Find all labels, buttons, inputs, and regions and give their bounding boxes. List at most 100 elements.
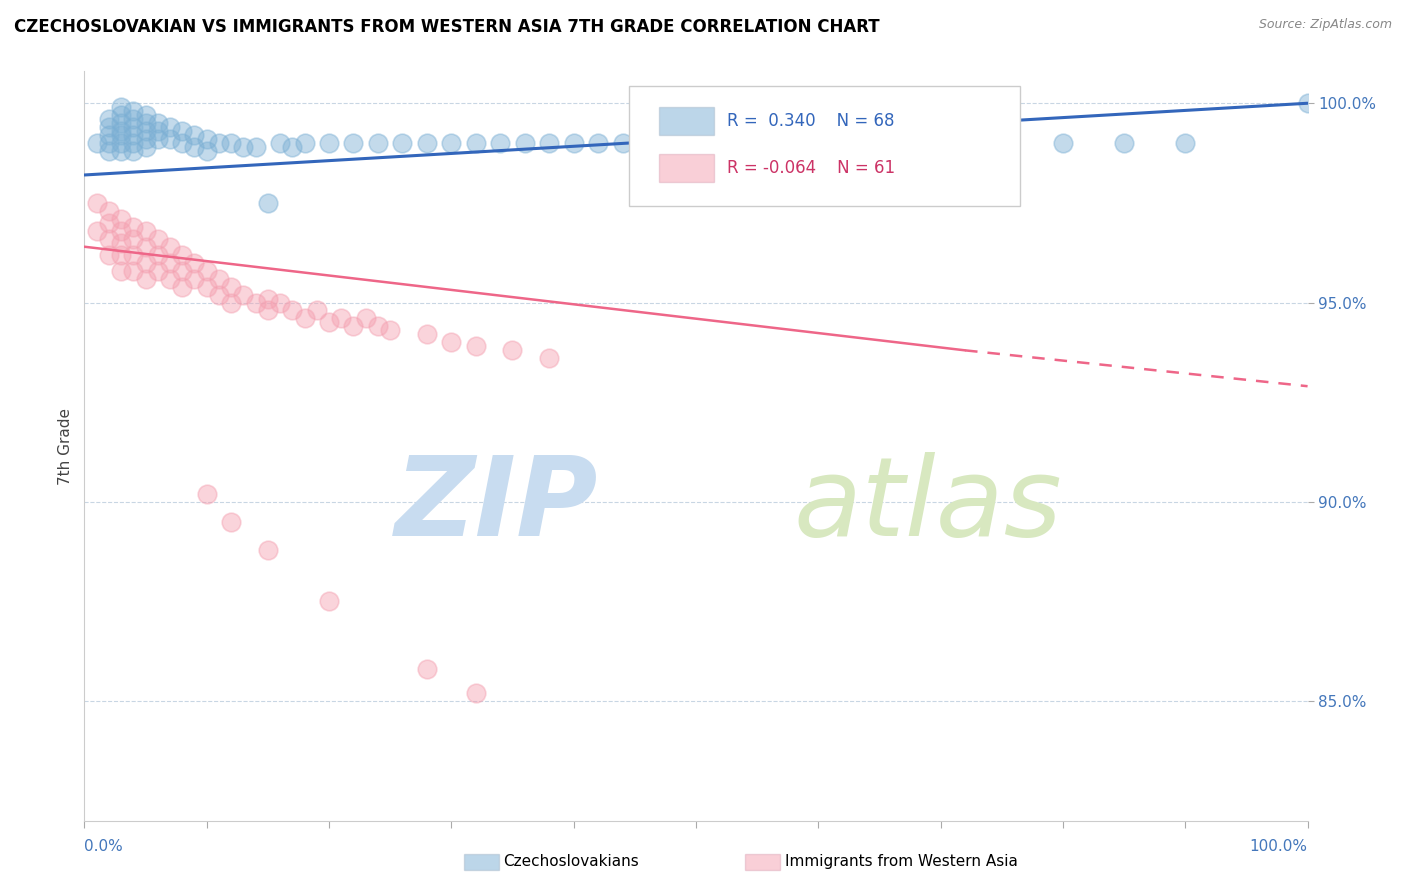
Point — [257, 292, 280, 306]
Point — [97, 216, 120, 230]
Point — [416, 136, 439, 150]
Point — [489, 136, 512, 150]
Point — [122, 263, 145, 277]
FancyBboxPatch shape — [628, 87, 1021, 206]
Point — [747, 136, 769, 150]
Point — [135, 224, 157, 238]
Point — [318, 594, 340, 608]
Point — [110, 136, 132, 150]
Point — [159, 255, 181, 269]
Point — [342, 319, 364, 334]
Point — [110, 263, 132, 277]
Point — [159, 271, 181, 285]
Point — [86, 224, 108, 238]
Point — [294, 136, 316, 150]
Point — [612, 136, 634, 150]
Point — [110, 211, 132, 226]
Point — [183, 140, 205, 154]
Point — [159, 240, 181, 254]
Point — [869, 136, 891, 150]
Text: 100.0%: 100.0% — [1250, 839, 1308, 855]
Point — [232, 140, 254, 154]
Point — [257, 303, 280, 318]
Point — [219, 515, 242, 529]
Point — [440, 136, 463, 150]
Point — [159, 132, 181, 146]
Point — [122, 232, 145, 246]
Point — [135, 140, 157, 154]
Text: Immigrants from Western Asia: Immigrants from Western Asia — [785, 855, 1018, 869]
Point — [636, 136, 658, 150]
Point — [86, 195, 108, 210]
Point — [257, 195, 280, 210]
Point — [464, 339, 486, 353]
Point — [464, 686, 486, 700]
Point — [135, 132, 157, 146]
Point — [929, 136, 952, 150]
Point — [661, 136, 683, 150]
Point — [219, 279, 242, 293]
Point — [183, 271, 205, 285]
Point — [135, 240, 157, 254]
Point — [502, 343, 524, 358]
Point — [110, 100, 132, 114]
Point — [146, 116, 169, 130]
Point — [440, 335, 463, 350]
Point — [232, 287, 254, 301]
Point — [219, 295, 242, 310]
Point — [172, 124, 194, 138]
Point — [685, 136, 707, 150]
Point — [1114, 136, 1136, 150]
Point — [245, 140, 267, 154]
Point — [122, 128, 145, 142]
Point — [97, 248, 120, 262]
Text: R = -0.064    N = 61: R = -0.064 N = 61 — [727, 159, 894, 177]
Point — [281, 303, 304, 318]
Point — [146, 132, 169, 146]
Point — [97, 136, 120, 150]
Point — [110, 248, 132, 262]
Point — [219, 136, 242, 150]
Point — [122, 136, 145, 150]
Point — [464, 136, 486, 150]
Point — [122, 219, 145, 234]
Point — [172, 263, 194, 277]
Point — [257, 542, 280, 557]
Point — [1296, 96, 1319, 111]
Point — [97, 128, 120, 142]
Point — [1052, 136, 1074, 150]
Point — [807, 136, 830, 150]
Point — [245, 295, 267, 310]
Point — [146, 248, 169, 262]
Point — [318, 315, 340, 329]
Point — [146, 263, 169, 277]
Point — [208, 287, 231, 301]
Point — [122, 248, 145, 262]
Point — [97, 120, 120, 135]
Y-axis label: 7th Grade: 7th Grade — [58, 408, 73, 484]
Point — [110, 235, 132, 250]
Point — [208, 271, 231, 285]
Point — [110, 224, 132, 238]
Point — [354, 311, 377, 326]
Point — [97, 112, 120, 127]
Text: atlas: atlas — [794, 452, 1063, 559]
Point — [391, 136, 413, 150]
Point — [159, 120, 181, 135]
Point — [305, 303, 328, 318]
Point — [135, 116, 157, 130]
Point — [135, 255, 157, 269]
Bar — [659, 106, 714, 135]
Point — [135, 124, 157, 138]
Text: ZIP: ZIP — [395, 452, 598, 559]
Point — [97, 203, 120, 218]
Bar — [659, 153, 714, 182]
Point — [183, 128, 205, 142]
Point — [172, 248, 194, 262]
Point — [135, 271, 157, 285]
Point — [281, 140, 304, 154]
Point — [269, 295, 291, 310]
Point — [195, 263, 218, 277]
Point — [110, 124, 132, 138]
Point — [195, 132, 218, 146]
